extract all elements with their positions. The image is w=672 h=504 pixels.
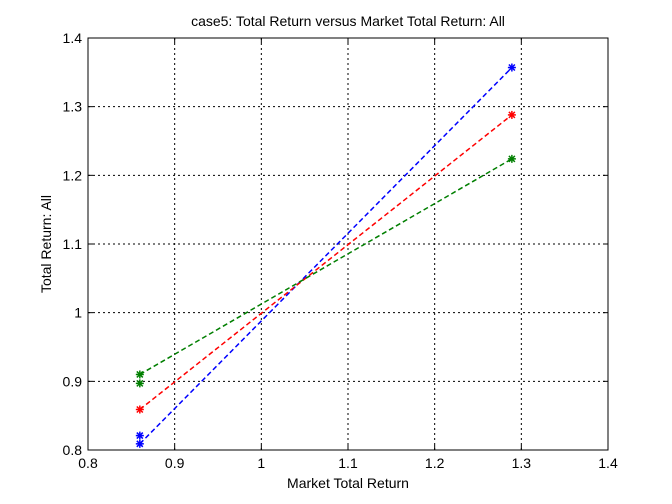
y-tick-label: 1.1 xyxy=(63,236,83,252)
series-3-marker xyxy=(135,370,144,379)
extra-marker-stroke xyxy=(136,379,144,387)
series-1-marker xyxy=(135,439,144,448)
y-tick-label: 1.3 xyxy=(63,99,83,115)
series-2-marker xyxy=(507,110,516,119)
series-1-line xyxy=(139,66,513,445)
chart-title: case5: Total Return versus Market Total … xyxy=(191,13,505,29)
series-2-line xyxy=(139,114,513,411)
y-tick-label: 0.9 xyxy=(63,373,83,389)
x-tick-label: 1 xyxy=(257,455,265,471)
series-3-marker-stroke xyxy=(508,155,516,163)
extra-marker xyxy=(135,379,144,388)
series-1-marker xyxy=(507,63,516,72)
x-axis-label: Market Total Return xyxy=(287,475,409,491)
y-tick-label: 1.2 xyxy=(63,167,83,183)
series-3-marker xyxy=(507,154,516,163)
x-tick-label: 1.2 xyxy=(425,455,445,471)
series-3-marker-stroke xyxy=(136,370,144,378)
x-tick-label: 0.8 xyxy=(78,455,98,471)
series-2-marker-stroke xyxy=(136,405,144,414)
series-2-marker-stroke xyxy=(508,111,516,119)
x-tick-label: 0.9 xyxy=(165,455,185,471)
x-tick-label: 1.4 xyxy=(598,455,618,471)
x-tick-label: 1.1 xyxy=(338,455,358,471)
series-1-marker-stroke xyxy=(508,63,516,72)
y-tick-label: 1 xyxy=(74,305,82,321)
extra-marker xyxy=(135,431,144,440)
series-1-marker-stroke xyxy=(136,440,144,448)
y-tick-label: 1.4 xyxy=(63,30,83,46)
x-tick-label: 1.3 xyxy=(512,455,532,471)
extra-marker-stroke xyxy=(136,432,144,440)
series-layer xyxy=(135,63,516,448)
series-2-marker xyxy=(135,405,144,414)
axis-ticks: 0.8 0.9 1 1.1 1.2 1.3 1.4 0.8 0.9 1 1.1 1.2 1.3 1.4 xyxy=(63,30,618,471)
y-tick-label: 0.8 xyxy=(63,442,83,458)
y-axis-label: Total Return: All xyxy=(38,195,54,293)
